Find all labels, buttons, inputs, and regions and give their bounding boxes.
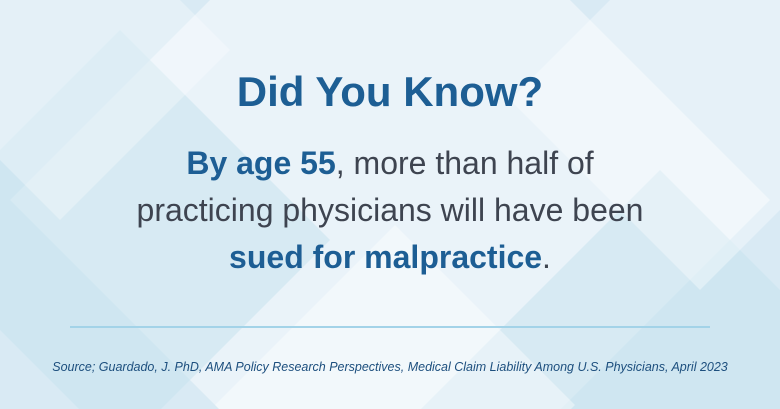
fact-line-3-rest: .: [542, 239, 551, 275]
page-title: Did You Know?: [236, 68, 544, 115]
fact-line-3: sued for malpractice.: [0, 234, 780, 281]
fact-line-1: By age 55, more than half of: [0, 140, 780, 187]
fact-text: By age 55, more than half of practicing …: [0, 140, 780, 281]
fact-line-1-rest: , more than half of: [335, 145, 594, 181]
fact-bold-malpractice: sued for malpractice: [229, 239, 543, 275]
fact-line-2-text: practicing physicians will have been: [136, 192, 644, 228]
fact-line-2: practicing physicians will have been: [0, 187, 780, 234]
divider-line: [70, 326, 710, 328]
source-citation: Source; Guardado, J. PhD, AMA Policy Res…: [52, 360, 728, 374]
fact-bold-age: By age 55: [186, 145, 336, 181]
